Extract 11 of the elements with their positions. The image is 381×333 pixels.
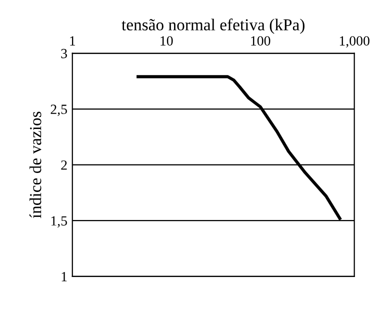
x-tick-label: 10 bbox=[160, 36, 173, 46]
y-axis-title: índice de vazios bbox=[29, 112, 42, 218]
y-tick-label: 2 bbox=[61, 160, 67, 170]
x-tick-label: 1 bbox=[70, 36, 76, 46]
x-axis-title: tensão normal efetiva (kPa) bbox=[122, 18, 304, 34]
y-tick-label: 1,5 bbox=[51, 216, 67, 228]
x-tick-label: 1,000 bbox=[340, 36, 370, 48]
y-tick-label: 2,5 bbox=[50, 104, 67, 116]
y-tick-label: 3 bbox=[61, 48, 67, 58]
y-tick-label: 1 bbox=[62, 272, 67, 282]
x-tick-label: 100 bbox=[251, 36, 270, 46]
